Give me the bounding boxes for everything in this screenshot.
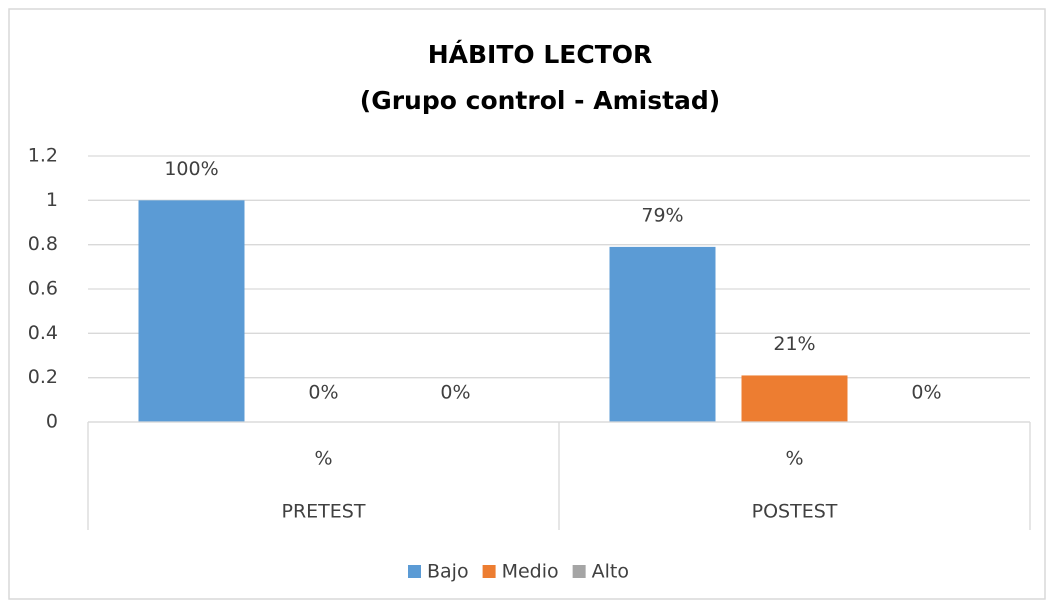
legend-swatch	[408, 565, 421, 578]
data-label: 79%	[641, 204, 683, 226]
legend-swatch	[482, 565, 496, 578]
y-tick-label: 0.2	[28, 366, 58, 388]
y-tick-label: 0.6	[28, 278, 58, 300]
x-tick-label: %	[785, 448, 803, 470]
data-label: 100%	[164, 158, 218, 180]
data-label: 0%	[308, 382, 338, 404]
chart-title: HÁBITO LECTOR	[428, 40, 653, 69]
legend-label: Bajo	[427, 561, 469, 583]
y-tick-label: 0.8	[28, 233, 58, 255]
y-tick-label: 0	[46, 411, 58, 433]
bar	[138, 200, 245, 422]
data-label: 21%	[773, 333, 815, 355]
y-tick-label: 1.2	[28, 145, 58, 167]
legend-label: Alto	[592, 561, 629, 583]
legend: Bajo Medio Alto	[408, 561, 629, 583]
chart-subtitle: (Grupo control - Amistad)	[360, 86, 720, 115]
x-tick-label: %	[314, 448, 332, 470]
group-label: PRETEST	[282, 501, 366, 523]
y-tick-label: 1	[46, 189, 58, 211]
data-label: 0%	[440, 382, 470, 404]
bar	[741, 375, 848, 422]
bar	[609, 246, 716, 422]
y-tick-label: 0.4	[28, 322, 58, 344]
legend-label: Medio	[502, 561, 559, 583]
group-label: POSTEST	[752, 501, 838, 523]
legend-swatch	[572, 565, 586, 578]
data-label: 0%	[911, 382, 941, 404]
